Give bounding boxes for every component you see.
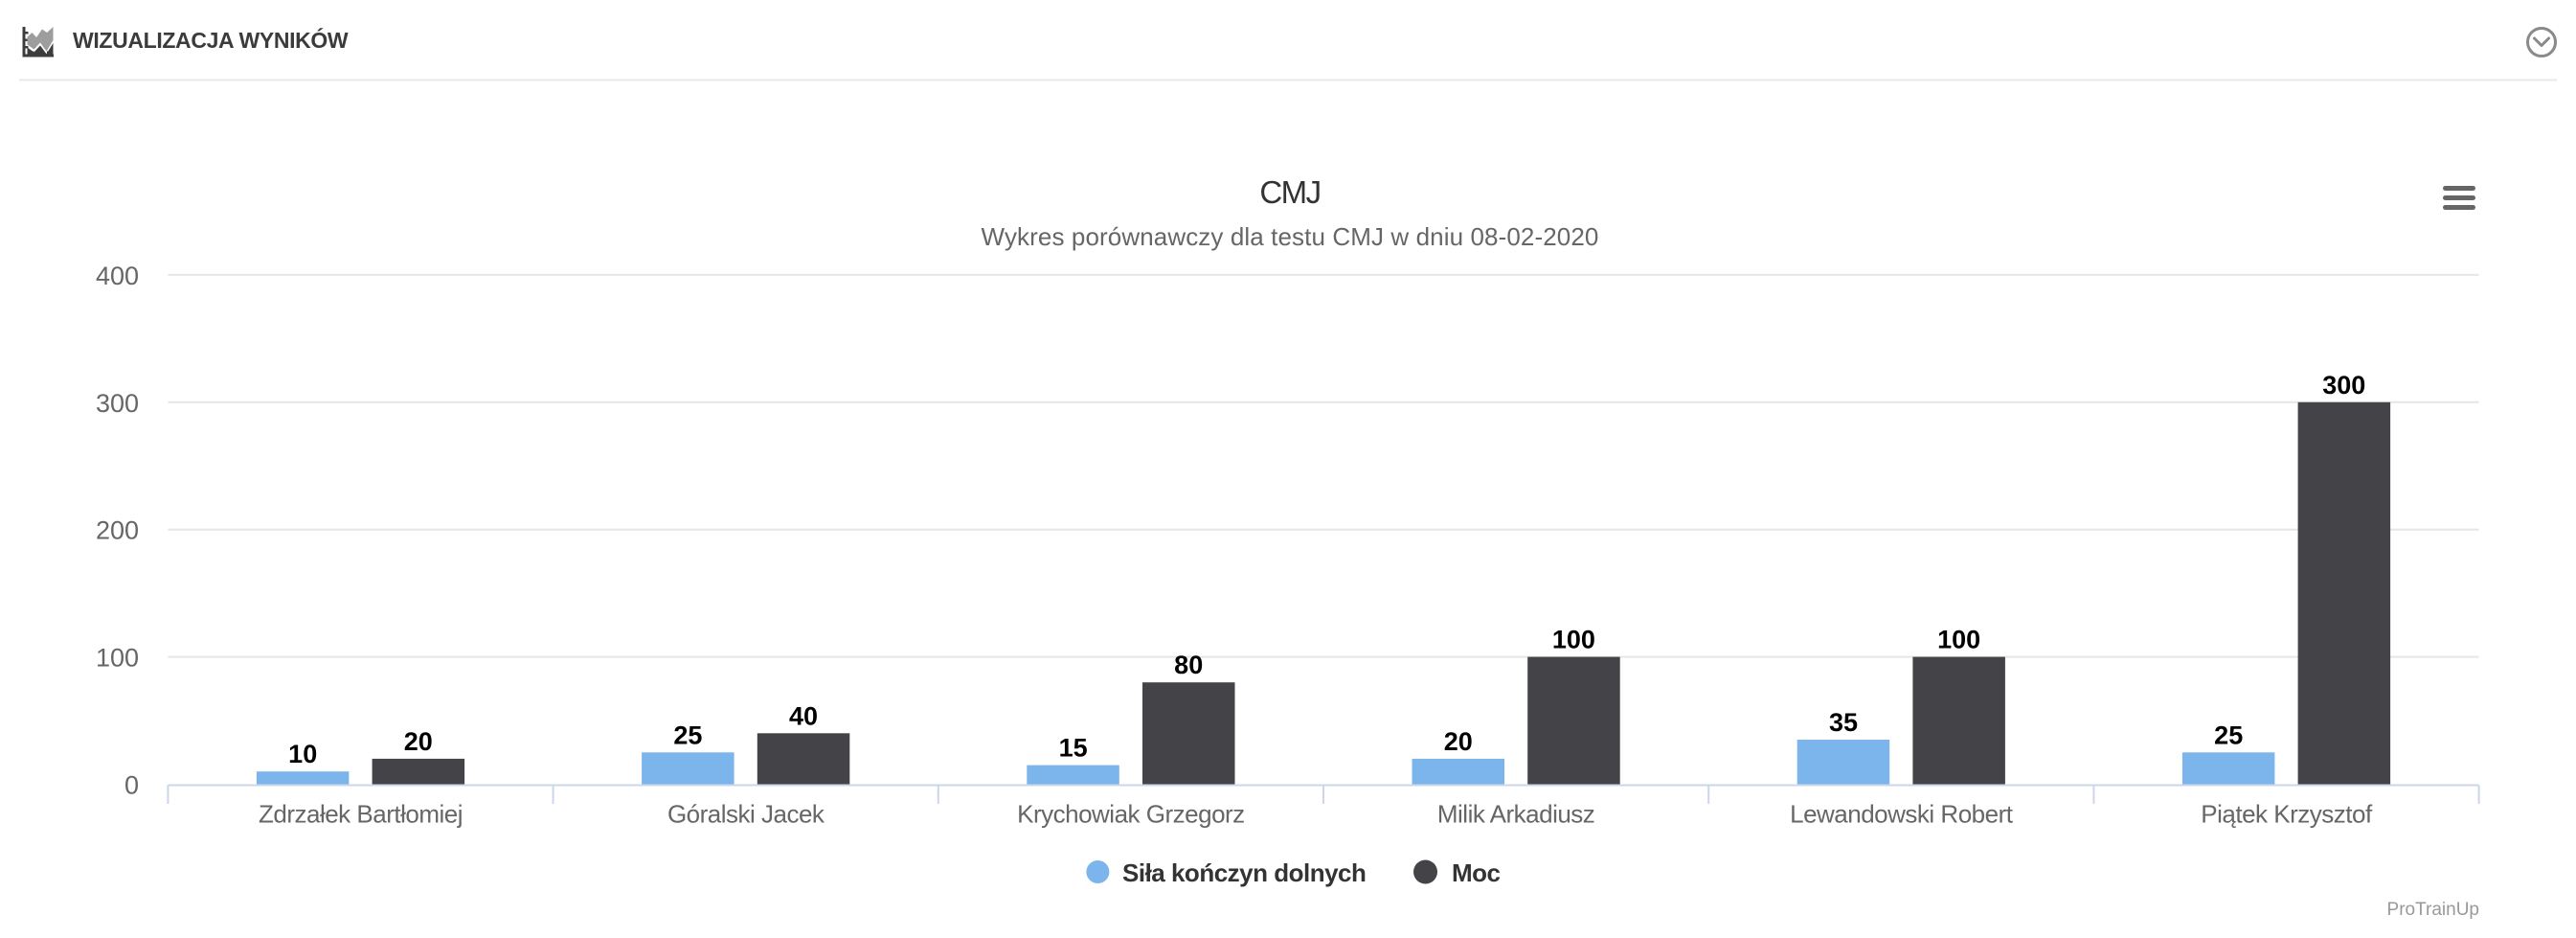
svg-text:100: 100	[96, 644, 139, 673]
svg-text:80: 80	[1174, 651, 1203, 679]
svg-text:20: 20	[1444, 727, 1473, 756]
svg-text:Góralski Jacek: Góralski Jacek	[667, 800, 825, 829]
svg-text:35: 35	[1829, 708, 1858, 737]
svg-text:300: 300	[2322, 371, 2365, 400]
svg-text:200: 200	[96, 516, 139, 545]
svg-text:Milik Arkadiusz: Milik Arkadiusz	[1437, 800, 1594, 829]
svg-text:400: 400	[96, 262, 139, 290]
svg-text:Krychowiak Grzegorz: Krychowiak Grzegorz	[1017, 800, 1245, 829]
svg-text:Wykres porównawczy dla testu C: Wykres porównawczy dla testu CMJ w dniu …	[982, 222, 1599, 251]
svg-text:ProTrainUp: ProTrainUp	[2387, 900, 2479, 920]
svg-text:Zdrzałek Bartłomiej: Zdrzałek Bartłomiej	[259, 800, 463, 829]
svg-text:100: 100	[1937, 626, 1980, 654]
svg-text:Siła kończyn dolnych: Siła kończyn dolnych	[1122, 858, 1366, 887]
svg-text:10: 10	[288, 740, 317, 768]
svg-text:0: 0	[124, 771, 139, 800]
svg-text:15: 15	[1059, 734, 1088, 763]
svg-text:Moc: Moc	[1452, 858, 1501, 887]
svg-text:100: 100	[1552, 626, 1595, 654]
svg-text:40: 40	[789, 701, 818, 730]
svg-text:CMJ: CMJ	[1259, 174, 1320, 210]
svg-text:25: 25	[673, 721, 702, 749]
svg-text:Lewandowski Robert: Lewandowski Robert	[1790, 800, 2014, 829]
svg-text:25: 25	[2214, 721, 2243, 749]
svg-text:20: 20	[404, 727, 433, 756]
svg-text:Piątek Krzysztof: Piątek Krzysztof	[2201, 800, 2373, 829]
svg-text:300: 300	[96, 389, 139, 418]
svg-text:WIZUALIZACJA WYNIKÓW: WIZUALIZACJA WYNIKÓW	[73, 27, 349, 53]
